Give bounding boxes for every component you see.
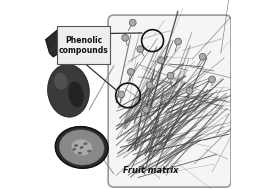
Circle shape: [186, 87, 193, 94]
Polygon shape: [57, 30, 84, 59]
Circle shape: [118, 91, 125, 98]
Circle shape: [137, 46, 144, 53]
FancyBboxPatch shape: [108, 15, 231, 187]
Ellipse shape: [84, 143, 87, 145]
Circle shape: [146, 82, 153, 88]
Text: Fruit matrix: Fruit matrix: [123, 166, 179, 175]
Ellipse shape: [54, 73, 68, 90]
Ellipse shape: [88, 150, 91, 152]
Circle shape: [143, 106, 149, 113]
Ellipse shape: [55, 127, 108, 168]
Ellipse shape: [48, 64, 89, 117]
Circle shape: [129, 19, 136, 26]
Ellipse shape: [78, 152, 82, 154]
Ellipse shape: [80, 146, 83, 149]
Ellipse shape: [73, 148, 76, 150]
Ellipse shape: [71, 139, 92, 156]
Circle shape: [199, 53, 206, 60]
Circle shape: [175, 38, 182, 45]
Circle shape: [122, 34, 129, 41]
Circle shape: [158, 57, 164, 64]
Circle shape: [209, 76, 215, 83]
Polygon shape: [46, 30, 69, 57]
Ellipse shape: [59, 130, 104, 165]
Circle shape: [167, 72, 174, 79]
Ellipse shape: [68, 81, 84, 108]
FancyBboxPatch shape: [57, 26, 110, 64]
Circle shape: [127, 68, 134, 75]
Text: Phenolic
compounds: Phenolic compounds: [59, 36, 108, 55]
Ellipse shape: [74, 144, 78, 147]
